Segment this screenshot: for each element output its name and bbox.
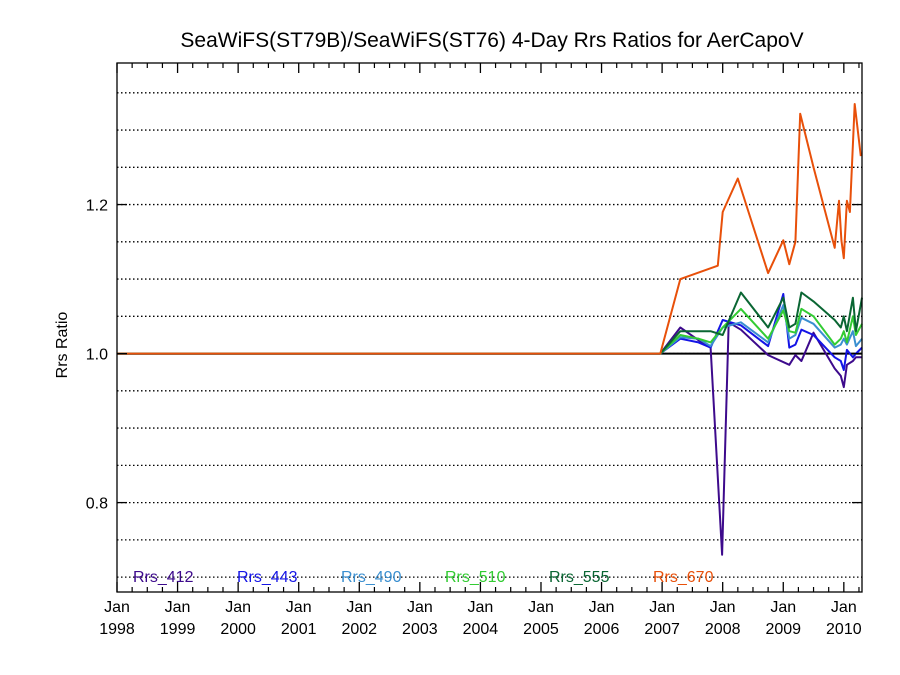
y-tick-label: 1.2: [86, 198, 108, 215]
series-line-rrs-490: [117, 304, 863, 355]
x-tick-month-label: Jan: [346, 599, 372, 616]
legend-label-rrs-510: Rrs_510: [445, 569, 506, 586]
x-tick-year-label: 2007: [644, 621, 680, 638]
series-line-rrs-670: [117, 103, 862, 355]
x-tick-month-label: Jan: [104, 599, 130, 616]
axes: Jan 1998 Jan 1999 Jan 2000 Jan 2001 Jan 2002 Jan 20…: [86, 62, 863, 638]
x-tick-year-label: 2002: [341, 621, 377, 638]
series-line-rrs-443: [117, 293, 863, 371]
x-tick-month-label: Jan: [225, 599, 251, 616]
legend-label-rrs-555: Rrs_555: [549, 569, 610, 586]
x-tick-year-label: 2004: [463, 621, 499, 638]
x-tick-month-label: Jan: [589, 599, 615, 616]
x-tick-month-label: Jan: [468, 599, 494, 616]
legend-label-rrs-490: Rrs_490: [341, 569, 402, 586]
chart-title: SeaWiFS(ST79B)/SeaWiFS(ST76) 4-Day Rrs R…: [180, 29, 803, 52]
plot-frame: [116, 62, 863, 593]
x-tick-year-label: 2006: [584, 621, 620, 638]
x-tick-month-label: Jan: [528, 599, 554, 616]
series-line-rrs-555: [117, 291, 863, 355]
x-tick-month-label: Jan: [770, 599, 796, 616]
x-tick-month-label: Jan: [831, 599, 857, 616]
x-tick-year-label: 2001: [281, 621, 317, 638]
y-tick-label: 0.8: [86, 496, 108, 513]
y-tick-label: 1.0: [86, 347, 108, 364]
x-tick-month-label: Jan: [649, 599, 675, 616]
legend-label-rrs-412: Rrs_412: [133, 569, 194, 586]
x-tick-year-label: 2010: [826, 621, 862, 638]
x-tick-month-label: Jan: [710, 599, 736, 616]
gridlines: [117, 92, 862, 578]
x-tick-year-label: 1998: [99, 621, 135, 638]
legend: Rrs_412 Rrs_443 Rrs_490 Rrs_510 Rrs_555 Rrs_6…: [133, 569, 714, 586]
y-axis-label: Rrs Ratio: [54, 312, 71, 379]
series-lines: [117, 103, 863, 556]
series-line-rrs-412: [117, 321, 862, 556]
x-tick-month-label: Jan: [165, 599, 191, 616]
x-tick-month-label: Jan: [286, 599, 312, 616]
x-tick-year-label: 1999: [160, 621, 196, 638]
x-tick-year-label: 2005: [523, 621, 559, 638]
x-tick-year-label: 2009: [765, 621, 801, 638]
legend-label-rrs-443: Rrs_443: [237, 569, 298, 586]
x-tick-year-label: 2000: [220, 621, 256, 638]
legend-label-rrs-670: Rrs_670: [653, 569, 714, 586]
x-tick-year-label: 2003: [402, 621, 438, 638]
series-line-rrs-510: [117, 307, 863, 355]
x-tick-month-label: Jan: [407, 599, 433, 616]
x-tick-year-label: 2008: [705, 621, 741, 638]
